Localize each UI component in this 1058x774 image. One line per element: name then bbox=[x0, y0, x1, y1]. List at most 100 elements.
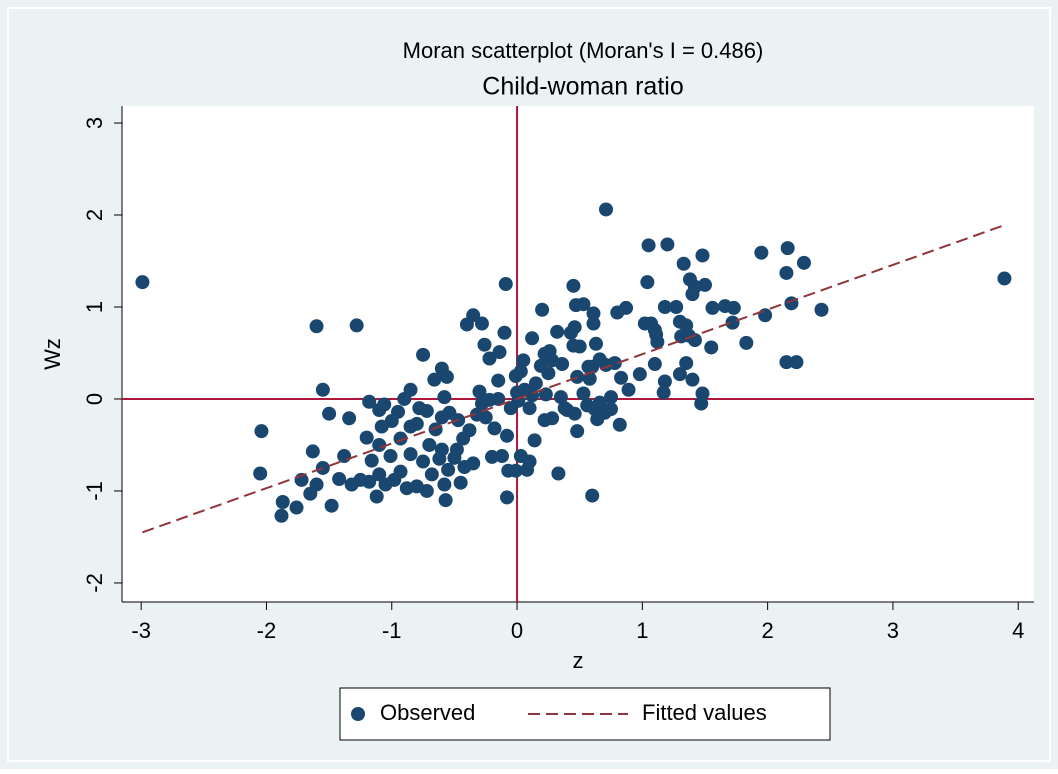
point bbox=[641, 238, 656, 253]
point bbox=[779, 355, 794, 370]
point bbox=[599, 202, 614, 217]
point bbox=[487, 421, 502, 436]
point bbox=[758, 308, 773, 323]
point bbox=[378, 477, 393, 492]
point bbox=[474, 396, 489, 411]
point bbox=[682, 272, 697, 287]
point bbox=[656, 385, 671, 400]
point bbox=[422, 437, 437, 452]
point bbox=[551, 466, 566, 481]
point bbox=[637, 316, 652, 331]
point bbox=[416, 347, 431, 362]
point bbox=[640, 275, 655, 290]
point bbox=[424, 467, 439, 482]
point bbox=[437, 477, 452, 492]
point bbox=[660, 237, 675, 252]
point bbox=[337, 449, 352, 464]
point bbox=[550, 324, 565, 339]
point bbox=[439, 369, 454, 384]
point bbox=[592, 352, 607, 367]
legend: Observed Fitted values bbox=[339, 687, 831, 741]
point bbox=[500, 428, 515, 443]
point bbox=[303, 486, 318, 501]
point bbox=[309, 319, 324, 334]
point bbox=[491, 373, 506, 388]
point bbox=[135, 275, 150, 290]
point bbox=[695, 248, 710, 263]
point bbox=[315, 382, 330, 397]
point bbox=[528, 376, 543, 391]
point bbox=[403, 419, 418, 434]
plot-area bbox=[122, 106, 1034, 602]
point bbox=[349, 318, 364, 333]
point bbox=[427, 372, 442, 387]
point bbox=[254, 424, 269, 439]
y-tick-label: 3 bbox=[82, 117, 107, 129]
point bbox=[372, 437, 387, 452]
point bbox=[482, 351, 497, 366]
x-axis-label: z bbox=[573, 648, 584, 673]
point bbox=[412, 401, 427, 416]
fitted-line bbox=[142, 224, 1005, 534]
point bbox=[324, 498, 339, 513]
y-tick-label: 1 bbox=[82, 301, 107, 313]
point bbox=[474, 316, 489, 331]
y-tick-label: -1 bbox=[82, 481, 107, 501]
point bbox=[478, 410, 493, 425]
point bbox=[525, 331, 540, 346]
x-tick-label: 1 bbox=[636, 618, 648, 643]
point bbox=[685, 372, 700, 387]
point bbox=[492, 345, 507, 360]
point bbox=[477, 337, 492, 352]
legend-box bbox=[339, 687, 831, 741]
point bbox=[553, 390, 568, 405]
point bbox=[679, 356, 694, 371]
point bbox=[672, 367, 687, 382]
point bbox=[517, 382, 532, 397]
point bbox=[560, 403, 575, 418]
point bbox=[585, 488, 600, 503]
point bbox=[372, 403, 387, 418]
point bbox=[516, 353, 531, 368]
point bbox=[657, 374, 672, 389]
point bbox=[322, 406, 337, 421]
point bbox=[459, 317, 474, 332]
chart-title: Moran scatterplot (Moran's I = 0.486) bbox=[403, 38, 764, 63]
point bbox=[576, 386, 591, 401]
point bbox=[610, 305, 625, 320]
x-tick-label: 0 bbox=[511, 618, 523, 643]
point bbox=[253, 466, 268, 481]
point bbox=[780, 241, 795, 256]
point bbox=[612, 417, 627, 432]
point bbox=[472, 384, 487, 399]
point bbox=[383, 449, 398, 464]
point bbox=[718, 299, 733, 314]
point bbox=[754, 245, 769, 260]
legend-label: Observed bbox=[380, 700, 475, 725]
point bbox=[592, 395, 607, 410]
point bbox=[705, 300, 720, 315]
point bbox=[274, 508, 289, 523]
point bbox=[796, 255, 811, 270]
y-tick-label: 0 bbox=[82, 393, 107, 405]
point bbox=[397, 391, 412, 406]
point bbox=[449, 442, 464, 457]
point bbox=[434, 410, 449, 425]
point bbox=[364, 453, 379, 468]
point bbox=[403, 447, 418, 462]
point bbox=[522, 401, 537, 416]
point bbox=[362, 394, 377, 409]
point bbox=[676, 256, 691, 271]
point bbox=[588, 336, 603, 351]
point bbox=[437, 390, 452, 405]
point bbox=[568, 298, 583, 313]
point bbox=[581, 359, 596, 374]
point bbox=[289, 500, 304, 515]
point bbox=[416, 454, 431, 469]
point bbox=[332, 472, 347, 487]
y-tick-label: -2 bbox=[82, 573, 107, 593]
point bbox=[704, 340, 719, 355]
point bbox=[814, 302, 829, 317]
point bbox=[501, 463, 516, 478]
point bbox=[555, 357, 570, 372]
